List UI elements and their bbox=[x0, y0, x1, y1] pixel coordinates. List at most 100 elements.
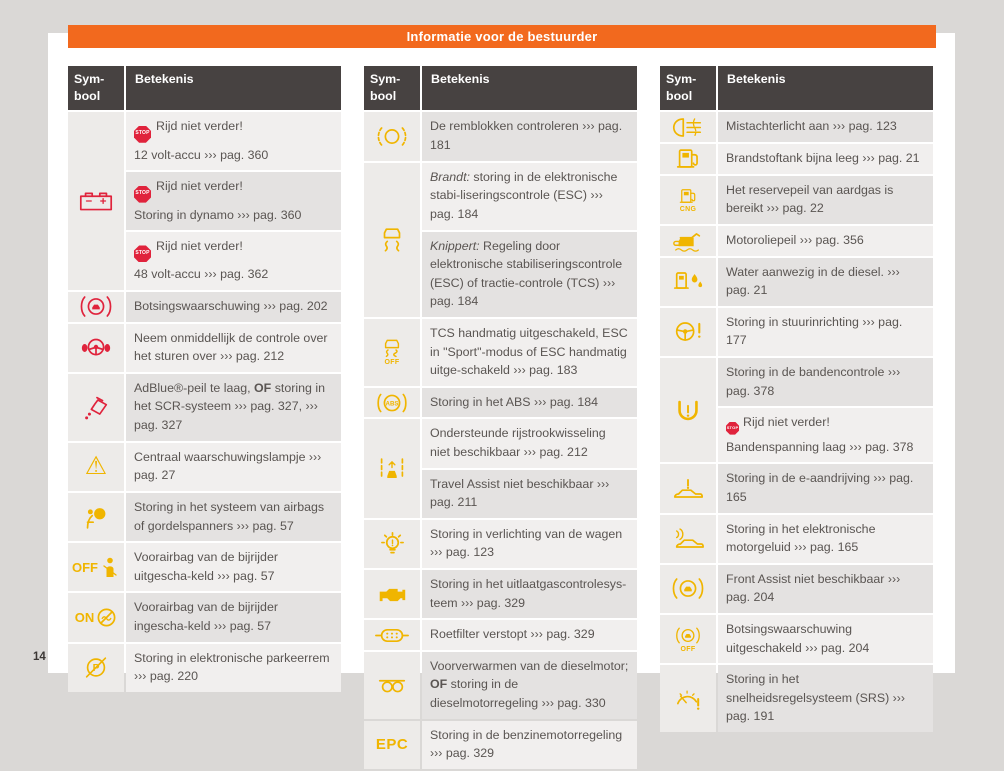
row-exhaust: Storing in het uitlaatgascontrolesys-tee… bbox=[364, 570, 637, 619]
stop-icon: STOP bbox=[134, 185, 151, 203]
cell-airbag-off: Voorairbag van de bijrijder uitgescha-ke… bbox=[126, 543, 341, 592]
cell-esc-on: Brandt: storing in de elektronische stab… bbox=[422, 162, 637, 230]
cell-12v-accu: STOP Rijd niet verder! 12 volt-accu ››› p… bbox=[126, 112, 341, 171]
page-number: 14 bbox=[33, 651, 46, 663]
cell-edrive: Storing in de e-aandrijving ››› pag. 165 bbox=[718, 464, 933, 513]
bulb-icon bbox=[364, 519, 420, 569]
engine-sound-icon bbox=[660, 514, 716, 563]
svg-text:ABS: ABS bbox=[386, 400, 399, 407]
row-glow-plug: Voorverwarmen van de dieselmotor; OF sto… bbox=[364, 651, 637, 719]
stop-icon: STOP bbox=[726, 421, 739, 435]
cell-central-warning: Centraal waarschuwingslampje ››› pag. 27 bbox=[126, 442, 341, 491]
row-tpms: Storing in de bandencontrole ››› pag. 37… bbox=[660, 357, 933, 463]
row-oil: Motoroliepeil ››› pag. 356 bbox=[660, 225, 933, 256]
cell-48v-accu: STOP Rijd niet verder! 48 volt-accu ››› p… bbox=[126, 232, 341, 291]
cell-water-diesel: Water aanwezig in de diesel. ››› pag. 21 bbox=[718, 257, 933, 306]
row-front-assist: Front Assist niet beschikbaar ››› pag. 2… bbox=[660, 564, 933, 613]
glow-plug-icon bbox=[364, 651, 420, 719]
check-engine-icon bbox=[364, 570, 420, 619]
row-airbag: Storing in het systeem van airbags of go… bbox=[68, 492, 341, 542]
symbol-table-2: Sym-bool Betekenis De remblokken control… bbox=[364, 66, 637, 771]
row-adblue: AdBlue®-peil te laag, OF storing in het … bbox=[68, 373, 341, 441]
table-header: Sym-bool Betekenis bbox=[364, 66, 637, 111]
meaning-column-header: Betekenis bbox=[718, 66, 933, 111]
row-central-warning: ⚠ Centraal waarschuwingslampje ››› pag. … bbox=[68, 442, 341, 491]
cng-reserve-icon: CNG bbox=[660, 175, 716, 224]
adblue-bottle-icon bbox=[68, 373, 124, 441]
row-dpf: Roetfilter verstopt ››› pag. 329 bbox=[364, 620, 637, 650]
symbol-table-1: Sym-bool Betekenis STOP Rijd niet verder!… bbox=[68, 66, 341, 694]
row-cng: CNG Het reservepeil van aardgas is berei… bbox=[660, 175, 933, 224]
lane-change-assist-icon bbox=[364, 419, 420, 518]
steering-warning-icon bbox=[660, 307, 716, 356]
symbol-table-3: Sym-bool Betekenis Mistachterlicht aan ›… bbox=[660, 66, 933, 734]
front-assist-icon bbox=[660, 564, 716, 613]
row-epc: EPC Storing in de benzinemotorregeling ›… bbox=[364, 720, 637, 769]
cell-airbag: Storing in het systeem van airbags of go… bbox=[126, 492, 341, 542]
symbol-column-header: Sym-bool bbox=[68, 66, 124, 111]
cell-tpms-low: STOP Rijd niet verder! Bandenspanning laa… bbox=[718, 408, 933, 463]
meaning-column-header: Betekenis bbox=[422, 66, 637, 111]
row-lights: Storing in verlichting van de wagen ››› … bbox=[364, 519, 637, 569]
row-fuel: Brandstoftank bijna leeg ››› pag. 21 bbox=[660, 144, 933, 174]
speed-control-warning-icon bbox=[660, 665, 716, 732]
cell-adblue: AdBlue®-peil te laag, OF storing in het … bbox=[126, 373, 341, 441]
epc-icon: EPC bbox=[364, 720, 420, 769]
cell-parkbrake: Storing in elektronische parkeerrem ››› … bbox=[126, 643, 341, 692]
row-parkbrake: P Storing in elektronische parkeerrem ››… bbox=[68, 643, 341, 692]
symbol-column-header: Sym-bool bbox=[364, 66, 420, 111]
cell-glow-plug: Voorverwarmen van de dieselmotor; OF sto… bbox=[422, 651, 637, 719]
stop-icon: STOP bbox=[134, 125, 151, 143]
row-lane-change: Ondersteunde rijstrookwisseling niet bes… bbox=[364, 419, 637, 518]
cell-steering-takeover: Neem onmiddellijk de controle over het s… bbox=[126, 323, 341, 372]
passenger-airbag-on-icon: ON bbox=[68, 593, 124, 642]
water-in-diesel-icon bbox=[660, 257, 716, 306]
oil-can-icon bbox=[660, 225, 716, 256]
cell-travel-assist: Travel Assist niet beschikbaar ››› pag. … bbox=[422, 469, 637, 518]
cell-tpms-fault: Storing in de bandencontrole ››› pag. 37… bbox=[718, 357, 933, 407]
e-drive-warning-icon bbox=[660, 464, 716, 513]
cell-esound: Storing in het elektronische motorgeluid… bbox=[718, 514, 933, 563]
row-collision-warning: Botsingswaarschuwing ››› pag. 202 bbox=[68, 292, 341, 322]
cell-steering-fault: Storing in stuurinrichting ››› pag. 177 bbox=[718, 307, 933, 356]
row-water-diesel: Water aanwezig in de diesel. ››› pag. 21 bbox=[660, 257, 933, 306]
parking-brake-fault-icon: P bbox=[68, 643, 124, 692]
row-tcs-off: OFF TCS handmatig uitgeschakeld, ESC in … bbox=[364, 318, 637, 386]
row-steering-fault: Storing in stuurinrichting ››› pag. 177 bbox=[660, 307, 933, 356]
cell-fuel: Brandstoftank bijna leeg ››› pag. 21 bbox=[718, 144, 933, 174]
row-edrive: Storing in de e-aandrijving ››› pag. 165 bbox=[660, 464, 933, 513]
row-rearfog: Mistachterlicht aan ››› pag. 123 bbox=[660, 112, 933, 143]
symbol-column-header: Sym-bool bbox=[660, 66, 716, 111]
row-esc: Brandt: storing in de elektronische stab… bbox=[364, 162, 637, 317]
cell-airbag-on: Voorairbag van de bijrijder ingescha-kel… bbox=[126, 593, 341, 642]
cell-srs: Storing in het snelheidsregelsysteem (SR… bbox=[718, 665, 933, 732]
cell-collision: Botsingswaarschuwing ››› pag. 202 bbox=[126, 292, 341, 322]
cell-cng: Het reservepeil van aardgas is bereikt ›… bbox=[718, 175, 933, 224]
cell-rearfog: Mistachterlicht aan ››› pag. 123 bbox=[718, 112, 933, 143]
row-srs: Storing in het snelheidsregelsysteem (SR… bbox=[660, 665, 933, 732]
airbag-icon bbox=[68, 492, 124, 542]
table-header: Sym-bool Betekenis bbox=[68, 66, 341, 111]
fuel-pump-icon bbox=[660, 144, 716, 174]
tire-pressure-icon bbox=[660, 357, 716, 463]
row-steering-takeover: Neem onmiddellijk de controle over het s… bbox=[68, 323, 341, 372]
row-airbag-off: OFF Voorairbag van de bijrijder uitgesch… bbox=[68, 543, 341, 592]
cell-brakepads: De remblokken controleren ››› pag. 181 bbox=[422, 112, 637, 161]
collision-warning-off-icon: OFF bbox=[660, 614, 716, 664]
cell-dynamo: STOP Rijd niet verder! Storing in dynamo … bbox=[126, 172, 341, 231]
cell-epc: Storing in de benzinemotorregeling ››› p… bbox=[422, 720, 637, 769]
abs-icon: ABS bbox=[364, 387, 420, 418]
warning-triangle-icon: ⚠ bbox=[68, 442, 124, 491]
particulate-filter-icon bbox=[364, 620, 420, 650]
row-airbag-on: ON Voorairbag van de bijrijder ingescha-… bbox=[68, 593, 341, 642]
cell-exhaust: Storing in het uitlaatgascontrolesys-tee… bbox=[422, 570, 637, 619]
cell-front-assist: Front Assist niet beschikbaar ››› pag. 2… bbox=[718, 564, 933, 613]
meaning-column-header: Betekenis bbox=[126, 66, 341, 111]
cell-esc-blink: Knippert: Regeling door elektronische st… bbox=[422, 231, 637, 317]
row-collision-off: OFF Botsingswaarschuwing uitgeschakeld ›… bbox=[660, 614, 933, 664]
passenger-airbag-off-icon: OFF bbox=[68, 543, 124, 592]
battery-icon bbox=[68, 112, 124, 291]
stop-icon: STOP bbox=[134, 245, 151, 263]
hands-on-steering-icon bbox=[68, 323, 124, 372]
row-esound: Storing in het elektronische motorgeluid… bbox=[660, 514, 933, 563]
